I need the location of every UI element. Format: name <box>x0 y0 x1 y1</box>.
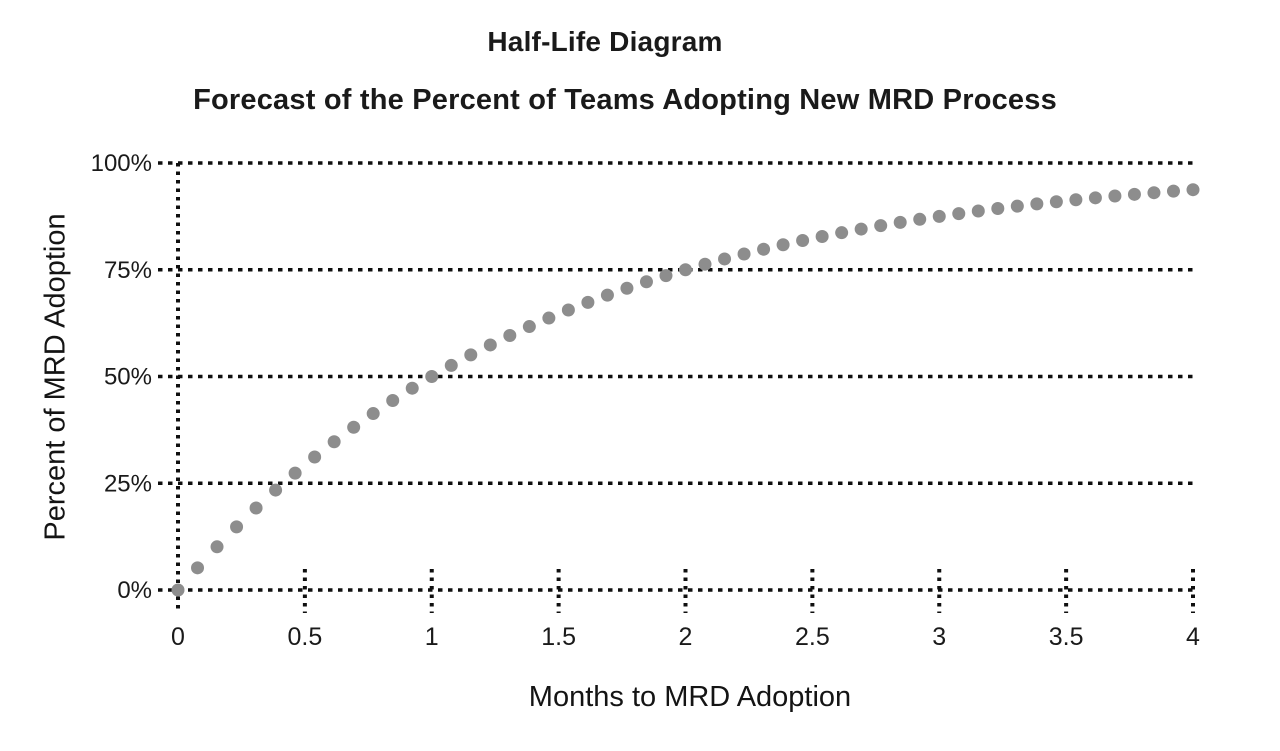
x-tick-label: 2.5 <box>795 623 830 651</box>
y-tick-label: 75% <box>104 257 152 284</box>
data-dot <box>1010 199 1024 213</box>
x-tick-label: 4 <box>1186 623 1200 651</box>
data-dot <box>1108 189 1122 203</box>
x-tick-label: 0.5 <box>287 623 322 651</box>
data-dot <box>893 215 907 229</box>
data-dot <box>1088 191 1102 205</box>
y-tick-label: 25% <box>104 470 152 497</box>
data-dot <box>522 320 536 334</box>
data-dot <box>210 540 224 554</box>
data-dot <box>952 207 966 221</box>
data-dot <box>1186 183 1200 197</box>
y-tick-label: 50% <box>104 364 152 391</box>
data-dot <box>1166 184 1180 198</box>
data-dot <box>249 501 263 515</box>
data-dot <box>191 561 205 575</box>
data-dot <box>835 226 849 240</box>
data-dot <box>620 281 634 295</box>
data-dot <box>971 204 985 218</box>
data-dot <box>932 209 946 223</box>
data-dot <box>405 381 419 395</box>
data-dot <box>1127 187 1141 201</box>
data-dot <box>288 466 302 480</box>
data-dot <box>269 483 283 497</box>
data-dot <box>386 394 400 408</box>
chart-subtitle: Forecast of the Percent of Teams Adoptin… <box>193 84 1057 116</box>
x-axis-title: Months to MRD Adoption <box>528 681 852 713</box>
x-tick-label: 0 <box>171 623 185 651</box>
data-dot <box>327 435 341 449</box>
data-dot <box>503 328 517 342</box>
data-dot <box>464 348 478 362</box>
data-dot <box>718 252 732 266</box>
data-dot <box>815 229 829 243</box>
data-dot <box>600 288 614 302</box>
data-dot <box>1049 195 1063 209</box>
data-dot <box>171 583 185 597</box>
data-dot <box>679 263 692 277</box>
x-tick-label: 1.5 <box>541 623 576 651</box>
data-dot <box>757 242 771 256</box>
data-dot <box>737 247 751 261</box>
data-dot <box>425 370 439 383</box>
x-tick-label: 3.5 <box>1049 623 1084 651</box>
y-tick-label: 0% <box>117 577 152 604</box>
data-dot <box>347 420 361 434</box>
chart-title: Half-Life Diagram <box>487 26 723 57</box>
data-dot <box>561 303 575 317</box>
data-dot <box>230 520 244 534</box>
data-dot <box>1069 193 1083 207</box>
data-dot <box>639 275 653 289</box>
data-dot <box>581 295 595 309</box>
x-tick-label: 3 <box>932 623 946 651</box>
data-dot <box>854 222 868 236</box>
data-dot <box>874 219 888 233</box>
data-dot <box>698 257 712 271</box>
data-dot <box>796 234 810 248</box>
data-dot <box>483 338 497 352</box>
data-dot <box>1030 197 1044 211</box>
data-dot <box>913 212 927 226</box>
x-tick-label: 1 <box>425 623 439 651</box>
data-dot <box>659 269 673 283</box>
data-dot <box>308 450 322 464</box>
data-dot <box>542 311 556 325</box>
x-tick-label: 2 <box>679 623 693 651</box>
data-dot <box>366 407 380 421</box>
y-tick-label: 100% <box>91 150 152 177</box>
data-dot <box>991 201 1005 215</box>
data-dot <box>776 238 790 252</box>
data-dot <box>444 358 458 372</box>
data-dot <box>1147 186 1161 200</box>
